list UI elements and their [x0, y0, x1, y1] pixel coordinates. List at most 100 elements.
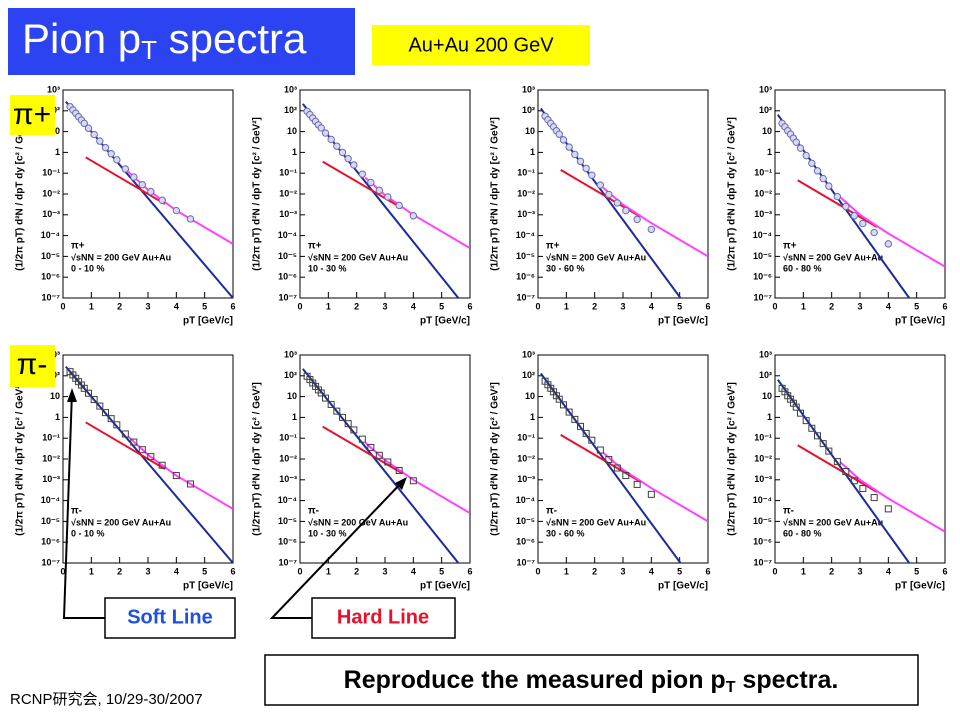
x-tick-label: 4 — [886, 301, 891, 311]
y-tick-label: 10⁻³ — [279, 474, 297, 484]
y-tick-label: 10⁻⁷ — [754, 557, 773, 567]
data-point — [344, 420, 352, 428]
data-point — [870, 494, 878, 502]
legend-centrality: 60 - 80 % — [783, 263, 822, 273]
title-sub: T — [141, 35, 157, 65]
y-tick-label: 10⁻¹ — [279, 433, 297, 443]
data-point — [819, 440, 827, 448]
y-tick-label: 10⁻² — [279, 453, 297, 463]
legend-particle: π- — [71, 506, 82, 517]
y-tick-label: 10⁻³ — [42, 474, 60, 484]
data-point — [113, 421, 121, 429]
x-tick-label: 6 — [705, 566, 710, 576]
y-axis-label: (1/2π pT) d²N / dpT dy [c² / GeV²] — [490, 382, 501, 536]
y-tick-label: 10³ — [47, 84, 60, 94]
x-tick-label: 2 — [117, 301, 122, 311]
x-tick-label: 0 — [772, 566, 777, 576]
data-point — [588, 171, 596, 179]
x-tick-label: 3 — [620, 566, 625, 576]
x-tick-label: 5 — [439, 301, 444, 311]
x-tick-label: 1 — [326, 301, 331, 311]
hard-label: Hard Line — [337, 606, 429, 628]
x-tick-label: 2 — [117, 566, 122, 576]
y-tick-label: 10 — [287, 391, 297, 401]
fit-line — [302, 368, 460, 563]
data-point — [647, 490, 655, 498]
y-tick-label: 10⁻⁵ — [516, 516, 535, 526]
data-point — [322, 394, 329, 402]
data-point — [596, 181, 605, 189]
y-tick-label: 10⁻⁶ — [753, 537, 772, 547]
x-tick-label: 0 — [535, 566, 540, 576]
legend-particle: π+ — [783, 241, 797, 252]
y-tick-label: 10⁻⁶ — [516, 272, 535, 282]
y-tick-label: 10³ — [522, 349, 535, 359]
y-tick-label: 10² — [759, 105, 772, 115]
data-point — [339, 413, 346, 421]
legend-particle: π- — [546, 506, 557, 517]
conclusion-sub: T — [726, 679, 736, 696]
y-tick-label: 10⁻⁷ — [42, 557, 61, 567]
data-point — [576, 157, 585, 166]
plot-area — [302, 368, 470, 563]
data-point — [101, 143, 110, 152]
x-tick-label: 6 — [705, 301, 710, 311]
x-axis-label: pT [GeV/c] — [183, 581, 233, 592]
y-tick-label: 10⁻¹ — [754, 168, 772, 178]
chart: 10⁻⁷ 10⁻⁶ 10⁻⁵ 10⁻⁴ 10⁻³ 10⁻² 10⁻¹ 1 10 10² 10³ 0 1 2… — [252, 349, 473, 591]
data-point — [172, 206, 181, 215]
data-point — [395, 201, 403, 210]
plot-area — [540, 107, 708, 298]
legend-energy: √sNN = 200 GeV Au+Au — [308, 252, 408, 262]
data-point — [327, 135, 335, 144]
x-tick-label: 6 — [942, 566, 947, 576]
legend-energy: √sNN = 200 GeV Au+Au — [783, 517, 883, 527]
data-point — [327, 400, 335, 408]
x-tick-label: 4 — [649, 566, 654, 576]
data-point — [158, 461, 166, 469]
data-point — [147, 453, 155, 461]
data-point — [130, 438, 138, 446]
y-tick-label: 10⁻¹ — [42, 168, 60, 178]
x-tick-label: 3 — [382, 566, 387, 576]
x-tick-label: 0 — [297, 301, 302, 311]
x-tick-label: 6 — [467, 566, 472, 576]
x-tick-label: 3 — [857, 301, 862, 311]
x-tick-label: 0 — [772, 301, 777, 311]
badge-box — [372, 25, 590, 65]
y-tick-label: 10⁻⁶ — [278, 272, 297, 282]
fit-line — [322, 425, 403, 474]
x-axis-label: pT [GeV/c] — [183, 316, 233, 327]
data-point — [358, 170, 367, 178]
x-axis-label: pT [GeV/c] — [420, 581, 470, 592]
data-point — [833, 192, 842, 201]
x-tick-label: 4 — [649, 301, 654, 311]
y-tick-label: 10 — [525, 126, 535, 136]
footer: RCNP研究会, 10/29-30/2007 — [10, 691, 203, 708]
data-point — [842, 468, 850, 476]
data-point — [833, 458, 841, 466]
y-axis-label: (1/2π pT) d²N / dpT dy [c² / GeV²] — [15, 382, 26, 536]
data-point — [375, 451, 383, 459]
data-point — [186, 215, 195, 223]
data-point — [409, 212, 418, 220]
x-tick-label: 5 — [677, 566, 682, 576]
data-point — [808, 424, 816, 432]
data-point — [96, 137, 104, 145]
legend-particle: π- — [308, 506, 319, 517]
data-point — [792, 403, 800, 411]
data-point — [797, 409, 804, 417]
y-tick-label: 1 — [767, 147, 772, 157]
data-point — [884, 505, 892, 513]
data-point — [409, 477, 417, 485]
x-axis-label: pT [GeV/c] — [658, 581, 708, 592]
badge: Au+Au 200 GeV — [408, 34, 554, 56]
y-tick-label: 1 — [292, 147, 297, 157]
data-point — [613, 464, 621, 472]
y-tick-label: 10⁻⁵ — [278, 251, 297, 261]
conclusion-rest: spectra. — [735, 666, 838, 694]
y-tick-label: 10² — [759, 370, 772, 380]
x-tick-label: 4 — [174, 301, 179, 311]
x-tick-label: 2 — [354, 301, 359, 311]
y-axis-label: (1/2π pT) d²N / dpT dy [c² / GeV²] — [490, 117, 501, 271]
